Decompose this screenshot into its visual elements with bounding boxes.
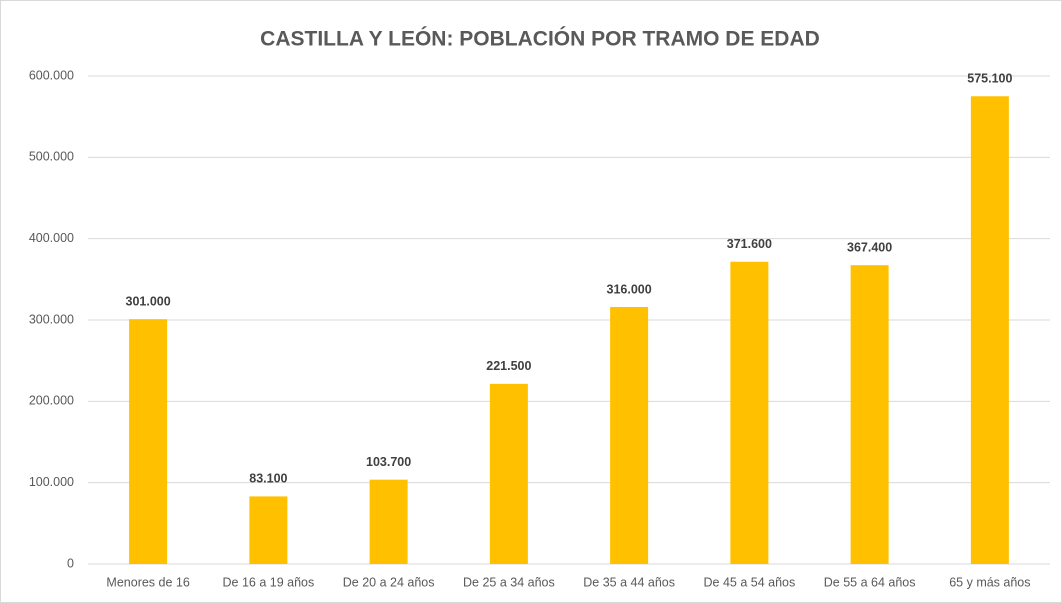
y-tick-label: 200.000 [29, 394, 74, 408]
x-tick-label: De 25 a 34 años [463, 575, 555, 589]
x-tick-label: De 45 a 54 años [704, 575, 796, 589]
y-tick-label: 100.000 [29, 475, 74, 489]
bar [610, 306, 649, 564]
bar [970, 96, 1009, 564]
data-label: 371.600 [727, 237, 772, 251]
x-tick-label: De 35 a 44 años [583, 575, 675, 589]
y-tick-label: 300.000 [29, 312, 74, 326]
y-tick-label: 400.000 [29, 231, 74, 245]
bar [129, 319, 168, 564]
bar [489, 383, 528, 564]
bar [850, 265, 889, 564]
x-tick-label: 65 y más años [949, 575, 1030, 589]
data-label: 316.000 [607, 282, 652, 296]
data-label: 103.700 [366, 455, 411, 469]
data-label: 367.400 [847, 240, 892, 254]
bar [730, 261, 769, 564]
x-tick-label: De 16 a 19 años [223, 575, 315, 589]
data-label: 301.000 [126, 294, 171, 308]
y-tick-label: 0 [67, 556, 74, 570]
x-tick-label: Menores de 16 [106, 575, 189, 589]
data-label: 83.100 [249, 472, 287, 486]
data-label: 221.500 [486, 359, 531, 373]
y-tick-label: 600.000 [29, 68, 74, 82]
data-label: 575.100 [967, 72, 1012, 86]
y-tick-label: 500.000 [29, 150, 74, 164]
x-tick-label: De 55 a 64 años [824, 575, 916, 589]
chart-title: CASTILLA Y LEÓN: POBLACIÓN POR TRAMO DE … [260, 27, 820, 51]
bar [369, 479, 408, 564]
x-tick-label: De 20 a 24 años [343, 575, 435, 589]
bar [249, 496, 288, 564]
